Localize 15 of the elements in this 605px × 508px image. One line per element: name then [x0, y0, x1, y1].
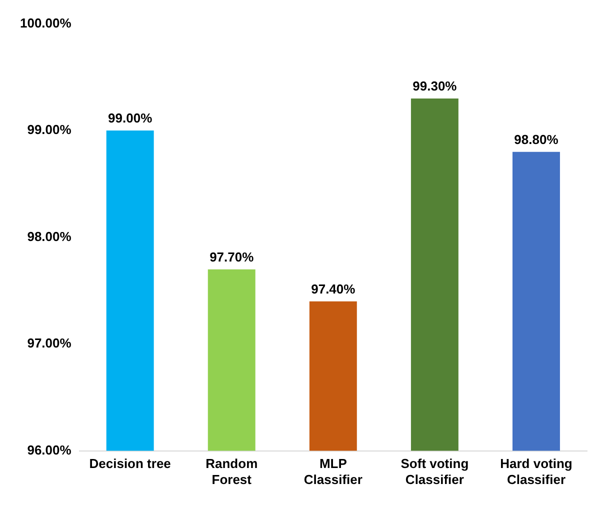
y-tick-label: 97.00%	[27, 336, 72, 351]
x-tick-label: Decision tree	[89, 456, 171, 472]
x-tick-label: Soft voting Classifier	[400, 456, 469, 487]
data-label: 99.30%	[412, 78, 458, 94]
y-tick-label: 100.00%	[20, 15, 72, 30]
x-tick-label: Random Forest	[206, 456, 258, 487]
y-tick-label: 98.00%	[27, 228, 72, 244]
y-tick-label: 96.00%	[27, 442, 72, 458]
data-label: 98.80%	[514, 132, 559, 147]
data-label: 97.40%	[311, 281, 356, 296]
y-tick-label: 99.00%	[27, 122, 72, 138]
data-label: 99.00%	[108, 110, 153, 126]
x-tick-label: MLP Classifier	[304, 456, 362, 487]
data-label: 97.70%	[210, 249, 254, 264]
x-tick-label: Hard voting Classifier	[500, 456, 572, 487]
